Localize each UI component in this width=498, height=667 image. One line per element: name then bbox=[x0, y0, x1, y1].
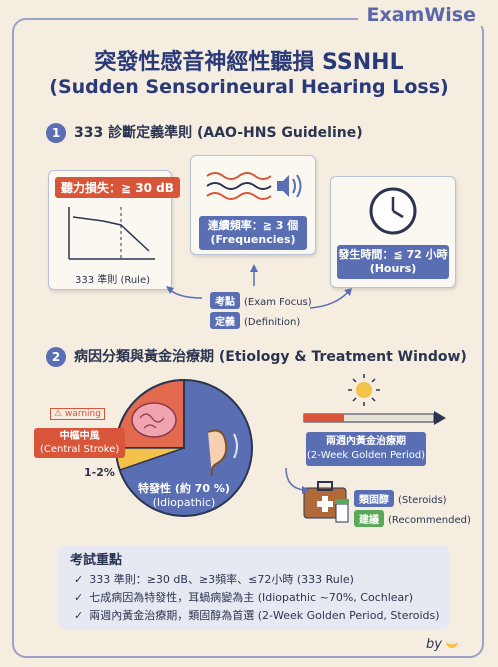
sun-icon bbox=[348, 374, 380, 406]
section-2-number: 2 bbox=[46, 347, 66, 367]
recommended-text: (Recommended) bbox=[388, 515, 471, 526]
page-frame bbox=[12, 18, 484, 658]
golden-period-tag: 兩週內黃金治療期 (2-Week Golden Period) bbox=[306, 432, 426, 466]
exam-focus-label: 考點 bbox=[210, 292, 240, 309]
pill-bottle-icon bbox=[335, 499, 349, 523]
brand-name: ExamWise bbox=[358, 4, 484, 26]
onset-time-sublabel: (Hours) bbox=[369, 262, 417, 275]
banana-icon bbox=[446, 636, 459, 648]
brain-icon bbox=[131, 402, 177, 438]
ear-icon bbox=[207, 429, 238, 477]
section-1-heading: 1 333 診斷定義準則 (AAO-HNS Guideline) bbox=[46, 122, 363, 143]
warning-label: ⚠ warning bbox=[50, 408, 105, 420]
hearing-loss-card: 聽力損失：≧ 30 dB 333 準則 (Rule) bbox=[48, 170, 180, 290]
etiology-pie bbox=[114, 378, 253, 517]
check-icon: ✓ bbox=[74, 573, 84, 586]
exam-focus-text: (Exam Focus) bbox=[244, 297, 312, 308]
summary-item: ✓ 兩週內黃金治療期，類固醇為首選 (2-Week Golden Period, … bbox=[74, 607, 440, 623]
summary-item-text: 七成病因為特發性，耳蝸病變為主 (Idiopathic ~70%, Cochle… bbox=[89, 591, 414, 604]
summary-item-text: 兩週內黃金治療期，類固醇為首選 (2-Week Golden Period, S… bbox=[89, 609, 440, 622]
clock-icon bbox=[369, 187, 417, 235]
recommended-pill: 建議 (Recommended) bbox=[354, 510, 471, 527]
warning-text: warning bbox=[64, 409, 101, 419]
section-1-title: 333 診斷定義準則 (AAO-HNS Guideline) bbox=[74, 125, 363, 141]
page-title: 突發性感音神經性聽損 SSNHL bbox=[94, 50, 404, 75]
frequencies-label: 連續頻率：≧ 3 個 bbox=[207, 219, 299, 232]
definition-text: (Definition) bbox=[244, 317, 301, 328]
signature-text: by bbox=[426, 637, 442, 652]
signature: by bbox=[426, 636, 459, 652]
sound-waves-icon bbox=[206, 172, 302, 200]
idiopathic-label: 特發性 (約 70 %) (Idiopathic) bbox=[138, 482, 230, 510]
recommended-label: 建議 bbox=[354, 510, 384, 527]
definition-arrows bbox=[166, 264, 352, 309]
onset-time-tag: 發生時間：≦ 72 小時 (Hours) bbox=[337, 245, 449, 279]
definition-label: 定義 bbox=[210, 312, 240, 329]
golden-period-sublabel: (2-Week Golden Period) bbox=[306, 450, 426, 461]
steroids-pill: 類固醇 (Steroids) bbox=[354, 490, 447, 507]
page-subtitle: (Sudden Sensorineural Hearing Loss) bbox=[49, 76, 449, 98]
central-stroke-tag: 中樞中風 (Central Stroke) bbox=[34, 428, 126, 458]
central-stroke-sublabel: (Central Stroke) bbox=[40, 444, 120, 455]
summary-item: ✓ 333 準則：≥30 dB、≥3頻率、≤72小時 (333 Rule) bbox=[74, 571, 354, 587]
section-2-title: 病因分類與黃金治療期 (Etiology & Treatment Window) bbox=[74, 349, 467, 365]
section-2-heading: 2 病因分類與黃金治療期 (Etiology & Treatment Window… bbox=[46, 346, 467, 367]
check-icon: ✓ bbox=[74, 591, 84, 604]
hearing-loss-tag: 聽力損失：≧ 30 dB bbox=[55, 177, 180, 198]
exam-focus-pill: 考點 (Exam Focus) bbox=[210, 292, 312, 309]
frequencies-sublabel: (Frequencies) bbox=[210, 233, 296, 246]
golden-to-treatment-arrow bbox=[285, 467, 310, 494]
central-stroke-label: 中樞中風 bbox=[59, 431, 100, 442]
steroids-text: (Steroids) bbox=[398, 495, 447, 506]
section-1-number: 1 bbox=[46, 123, 66, 143]
golden-period-label: 兩週內黃金治療期 bbox=[326, 436, 406, 447]
central-percent: 1-2% bbox=[84, 466, 115, 479]
rule-caption: 333 準則 (Rule) bbox=[75, 275, 151, 286]
line-chart-icon bbox=[68, 207, 155, 260]
frequencies-tag: 連續頻率：≧ 3 個 (Frequencies) bbox=[199, 216, 307, 250]
idiopathic-title: 特發性 (約 70 %) bbox=[138, 482, 230, 495]
summary-item-text: 333 準則：≥30 dB、≥3頻率、≤72小時 (333 Rule) bbox=[89, 573, 354, 586]
onset-time-label: 發生時間：≦ 72 小時 bbox=[338, 248, 448, 261]
steroids-label: 類固醇 bbox=[354, 490, 394, 507]
check-icon: ✓ bbox=[74, 609, 84, 622]
exam-summary-box: 考試重點 ✓ 333 準則：≥30 dB、≥3頻率、≤72小時 (333 Rule… bbox=[58, 545, 450, 629]
frequencies-card: 連續頻率：≧ 3 個 (Frequencies) bbox=[190, 155, 316, 255]
idiopathic-sub: (Idiopathic) bbox=[152, 496, 216, 509]
summary-item: ✓ 七成病因為特發性，耳蝸病變為主 (Idiopathic ~70%, Cochl… bbox=[74, 589, 413, 605]
definition-pill: 定義 (Definition) bbox=[210, 312, 300, 329]
onset-time-card: 發生時間：≦ 72 小時 (Hours) bbox=[330, 176, 456, 288]
summary-title: 考試重點 bbox=[70, 553, 123, 568]
speaker-icon bbox=[277, 174, 302, 198]
golden-period-timeline bbox=[303, 411, 446, 425]
